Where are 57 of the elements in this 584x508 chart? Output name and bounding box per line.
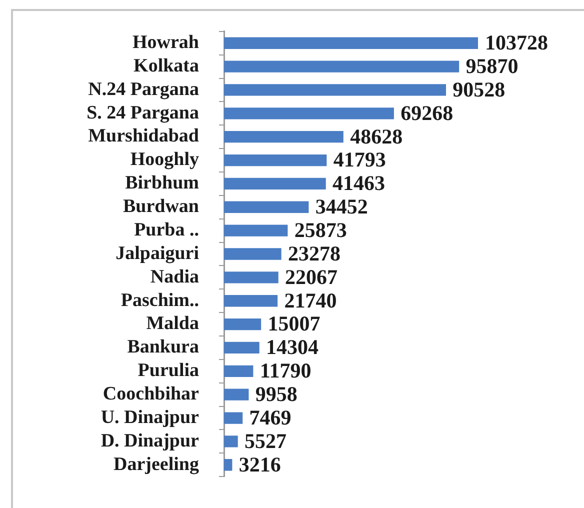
y-tick-label: Howrah (132, 32, 200, 54)
bar (224, 201, 309, 213)
data-label: 23278 (288, 241, 340, 266)
data-label: 48628 (350, 124, 403, 148)
bar (224, 272, 278, 284)
y-tick-label: U. Dinajpur (100, 406, 200, 428)
bar (224, 131, 344, 143)
y-tick-label: Darjeeling (114, 454, 200, 475)
y-tick-label: Purulia (138, 360, 200, 382)
bar (224, 365, 254, 377)
data-label: 41463 (332, 171, 386, 196)
y-tick-label: Purba .. (134, 219, 199, 240)
data-label: 103728 (485, 30, 548, 55)
data-label: 22067 (285, 264, 338, 289)
data-label: 11790 (260, 358, 312, 383)
bar (224, 412, 243, 424)
y-tick-label: Paschim.. (120, 290, 199, 311)
y-tick-label: N.24 Pargana (88, 78, 200, 100)
bar (224, 342, 260, 354)
data-label: 21740 (284, 288, 337, 312)
y-tick-label: Jalpaiguri (116, 242, 199, 264)
y-tick-label: Birbhum (125, 172, 200, 194)
bar (224, 37, 478, 49)
bar (224, 60, 460, 72)
data-label: 34452 (315, 194, 368, 219)
bar (224, 178, 326, 190)
data-label: 41793 (333, 148, 386, 172)
bar (224, 248, 282, 260)
data-label: 7469 (249, 405, 292, 430)
bar (224, 295, 278, 307)
data-label: 3216 (238, 452, 281, 476)
bar (224, 224, 288, 236)
data-label: 90528 (452, 77, 506, 102)
y-tick-label: Nadia (150, 266, 200, 288)
bar (224, 154, 327, 166)
bar (224, 108, 394, 120)
data-label: 25873 (294, 218, 347, 242)
y-tick-label: S. 24 Pargana (86, 102, 200, 124)
data-label: 95870 (466, 54, 518, 78)
bar (224, 388, 249, 400)
y-tick-label: Hooghly (130, 149, 200, 170)
y-tick-label: Murshidabad (88, 126, 200, 147)
y-tick-label: Kolkata (134, 55, 200, 76)
y-tick-label: Malda (146, 313, 200, 334)
data-label: 69268 (400, 100, 454, 125)
data-label: 15007 (268, 312, 320, 336)
data-label: 5527 (244, 428, 287, 453)
y-tick-label: Coochbihar (102, 383, 200, 404)
y-tick-label: D. Dinajpur (100, 430, 200, 452)
bar (224, 459, 232, 471)
bar (224, 436, 238, 448)
data-label: 9958 (255, 382, 298, 406)
data-label: 14304 (266, 335, 320, 360)
y-tick-label: Bankura (127, 336, 200, 358)
y-tick-label: Burdwan (122, 196, 200, 218)
bar (224, 318, 262, 330)
bar (224, 84, 446, 96)
